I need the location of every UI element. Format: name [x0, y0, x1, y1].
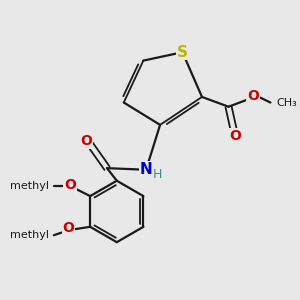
Text: N: N	[140, 162, 152, 177]
Text: S: S	[177, 45, 188, 60]
Text: O: O	[64, 178, 76, 192]
Text: O: O	[63, 221, 75, 235]
Text: O: O	[80, 134, 92, 148]
Text: methyl: methyl	[10, 230, 49, 240]
Text: CH₃: CH₃	[276, 98, 297, 107]
Text: O: O	[230, 129, 242, 143]
Text: methyl: methyl	[10, 181, 49, 191]
Text: O: O	[247, 89, 259, 103]
Text: H: H	[153, 168, 163, 181]
